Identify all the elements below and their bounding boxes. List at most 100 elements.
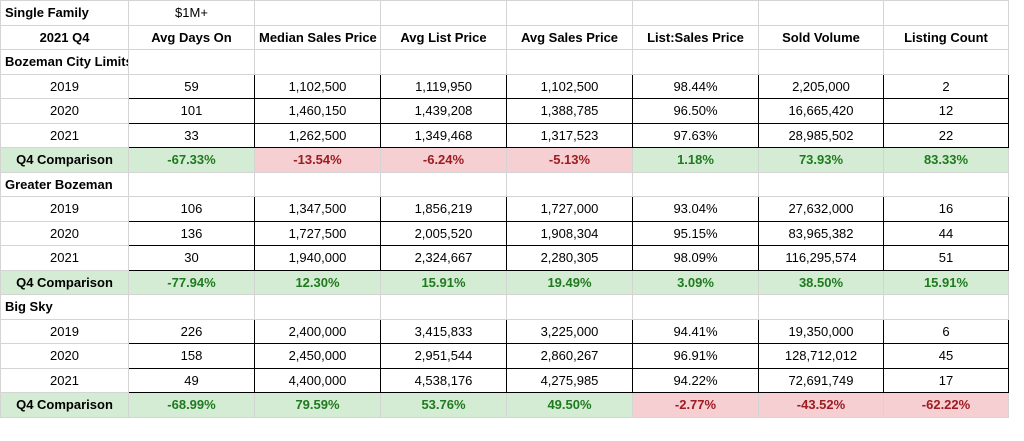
value-cell[interactable]: 2,450,000 [254, 343, 381, 369]
year-cell[interactable]: 2019 [0, 196, 129, 222]
value-cell[interactable]: 158 [128, 343, 255, 369]
value-cell[interactable]: 72,691,749 [758, 367, 884, 393]
empty-cell[interactable] [380, 171, 507, 197]
value-cell[interactable]: 97.63% [632, 122, 759, 148]
empty-cell[interactable] [506, 0, 633, 26]
value-cell[interactable]: 16,665,420 [758, 98, 884, 124]
value-cell[interactable]: 44 [883, 220, 1009, 246]
column-header[interactable]: List:Sales Price [632, 24, 759, 50]
comparison-label[interactable]: Q4 Comparison [0, 147, 129, 173]
positive-change-cell[interactable]: 53.76% [380, 392, 507, 418]
positive-change-cell[interactable]: 15.91% [883, 269, 1009, 295]
empty-cell[interactable] [254, 171, 381, 197]
value-cell[interactable]: 98.09% [632, 245, 759, 271]
empty-cell[interactable] [128, 294, 255, 320]
value-cell[interactable]: 2,860,267 [506, 343, 633, 369]
value-cell[interactable]: 45 [883, 343, 1009, 369]
empty-cell[interactable] [632, 49, 759, 75]
value-cell[interactable]: 33 [128, 122, 255, 148]
year-cell[interactable]: 2019 [0, 73, 129, 99]
value-cell[interactable]: 3,225,000 [506, 318, 633, 344]
column-header[interactable]: Avg List Price [380, 24, 507, 50]
value-cell[interactable]: 1,102,500 [254, 73, 381, 99]
value-cell[interactable]: 1,460,150 [254, 98, 381, 124]
empty-cell[interactable] [758, 294, 884, 320]
positive-change-cell[interactable]: -68.99% [128, 392, 255, 418]
value-cell[interactable]: 1,317,523 [506, 122, 633, 148]
empty-cell[interactable] [380, 0, 507, 26]
empty-cell[interactable] [128, 49, 255, 75]
value-cell[interactable]: 1,102,500 [506, 73, 633, 99]
value-cell[interactable]: 2,400,000 [254, 318, 381, 344]
value-cell[interactable]: 16 [883, 196, 1009, 222]
empty-cell[interactable] [128, 171, 255, 197]
value-cell[interactable]: 1,349,468 [380, 122, 507, 148]
empty-cell[interactable] [506, 49, 633, 75]
column-header[interactable]: Avg Days On [128, 24, 255, 50]
value-cell[interactable]: 95.15% [632, 220, 759, 246]
value-cell[interactable]: 4,538,176 [380, 367, 507, 393]
value-cell[interactable]: 1,908,304 [506, 220, 633, 246]
section-title[interactable]: Greater Bozeman [0, 171, 129, 197]
value-cell[interactable]: 101 [128, 98, 255, 124]
empty-cell[interactable] [254, 49, 381, 75]
value-cell[interactable]: 59 [128, 73, 255, 99]
year-cell[interactable]: 2020 [0, 98, 129, 124]
value-cell[interactable]: 6 [883, 318, 1009, 344]
year-cell[interactable]: 2020 [0, 343, 129, 369]
value-cell[interactable]: 83,965,382 [758, 220, 884, 246]
value-cell[interactable]: 106 [128, 196, 255, 222]
value-cell[interactable]: 94.41% [632, 318, 759, 344]
column-header[interactable]: Median Sales Price [254, 24, 381, 50]
year-cell[interactable]: 2021 [0, 122, 129, 148]
positive-change-cell[interactable]: 1.18% [632, 147, 759, 173]
year-cell[interactable]: 2021 [0, 245, 129, 271]
column-header[interactable]: Listing Count [883, 24, 1009, 50]
empty-cell[interactable] [506, 294, 633, 320]
empty-cell[interactable] [883, 294, 1009, 320]
column-header[interactable]: Avg Sales Price [506, 24, 633, 50]
value-cell[interactable]: 2,205,000 [758, 73, 884, 99]
positive-change-cell[interactable]: 49.50% [506, 392, 633, 418]
negative-change-cell[interactable]: -13.54% [254, 147, 381, 173]
negative-change-cell[interactable]: -6.24% [380, 147, 507, 173]
empty-cell[interactable] [632, 171, 759, 197]
positive-change-cell[interactable]: 12.30% [254, 269, 381, 295]
value-cell[interactable]: 1,262,500 [254, 122, 381, 148]
value-cell[interactable]: 4,400,000 [254, 367, 381, 393]
value-cell[interactable]: 2,951,544 [380, 343, 507, 369]
period-cell[interactable]: 2021 Q4 [0, 24, 129, 50]
negative-change-cell[interactable]: -62.22% [883, 392, 1009, 418]
value-cell[interactable]: 2,324,667 [380, 245, 507, 271]
empty-cell[interactable] [254, 294, 381, 320]
value-cell[interactable]: 1,119,950 [380, 73, 507, 99]
value-cell[interactable]: 1,940,000 [254, 245, 381, 271]
empty-cell[interactable] [883, 49, 1009, 75]
value-cell[interactable]: 2 [883, 73, 1009, 99]
value-cell[interactable]: 2,005,520 [380, 220, 507, 246]
comparison-label[interactable]: Q4 Comparison [0, 269, 129, 295]
value-cell[interactable]: 1,856,219 [380, 196, 507, 222]
value-cell[interactable]: 3,415,833 [380, 318, 507, 344]
value-cell[interactable]: 1,727,500 [254, 220, 381, 246]
value-cell[interactable]: 51 [883, 245, 1009, 271]
value-cell[interactable]: 4,275,985 [506, 367, 633, 393]
year-cell[interactable]: 2019 [0, 318, 129, 344]
positive-change-cell[interactable]: 79.59% [254, 392, 381, 418]
value-cell[interactable]: 96.91% [632, 343, 759, 369]
positive-change-cell[interactable]: 83.33% [883, 147, 1009, 173]
negative-change-cell[interactable]: -5.13% [506, 147, 633, 173]
value-cell[interactable]: 94.22% [632, 367, 759, 393]
price-band-cell[interactable]: $1M+ [128, 0, 255, 26]
value-cell[interactable]: 1,439,208 [380, 98, 507, 124]
empty-cell[interactable] [883, 171, 1009, 197]
year-cell[interactable]: 2020 [0, 220, 129, 246]
positive-change-cell[interactable]: 38.50% [758, 269, 884, 295]
value-cell[interactable]: 1,388,785 [506, 98, 633, 124]
value-cell[interactable]: 226 [128, 318, 255, 344]
negative-change-cell[interactable]: -43.52% [758, 392, 884, 418]
category-cell[interactable]: Single Family [0, 0, 129, 26]
empty-cell[interactable] [506, 171, 633, 197]
year-cell[interactable]: 2021 [0, 367, 129, 393]
negative-change-cell[interactable]: -2.77% [632, 392, 759, 418]
